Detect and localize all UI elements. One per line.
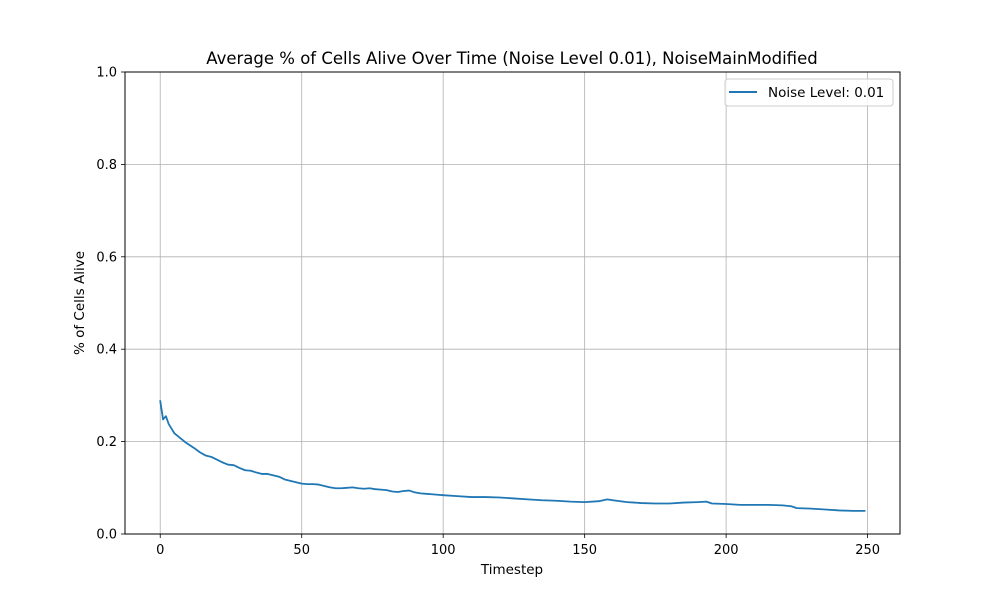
x-tick-label: 0 [156, 543, 164, 558]
series-line-0 [159, 400, 866, 512]
y-axis: 0.0 0.2 0.4 0.6 0.8 1.0 [96, 66, 125, 543]
legend-entry-label: Noise Level: 0.01 [768, 85, 884, 101]
x-axis-label: Timestep [480, 562, 543, 578]
y-tick-label: 0.2 [96, 435, 117, 450]
series-lines [159, 400, 866, 512]
chart-title: Average % of Cells Alive Over Time (Nois… [206, 49, 817, 68]
y-tick-label: 0.8 [96, 158, 117, 173]
x-tick-label: 50 [293, 543, 310, 558]
y-tick-label: 1.0 [96, 66, 117, 81]
x-tick-label: 200 [714, 543, 739, 558]
y-tick-label: 0.6 [96, 250, 117, 265]
x-axis: 0 50 100 150 200 250 [156, 534, 880, 558]
legend-box [724, 78, 894, 107]
x-tick-label: 100 [431, 543, 456, 558]
x-tick-label: 250 [855, 543, 880, 558]
x-tick-label: 150 [572, 543, 597, 558]
plot-frame [124, 71, 901, 535]
y-tick-label: 0.4 [96, 343, 117, 358]
y-axis-label: % of Cells Alive [72, 251, 88, 355]
y-tick-label: 0.0 [96, 528, 117, 543]
legend: Noise Level: 0.01 [724, 78, 894, 107]
